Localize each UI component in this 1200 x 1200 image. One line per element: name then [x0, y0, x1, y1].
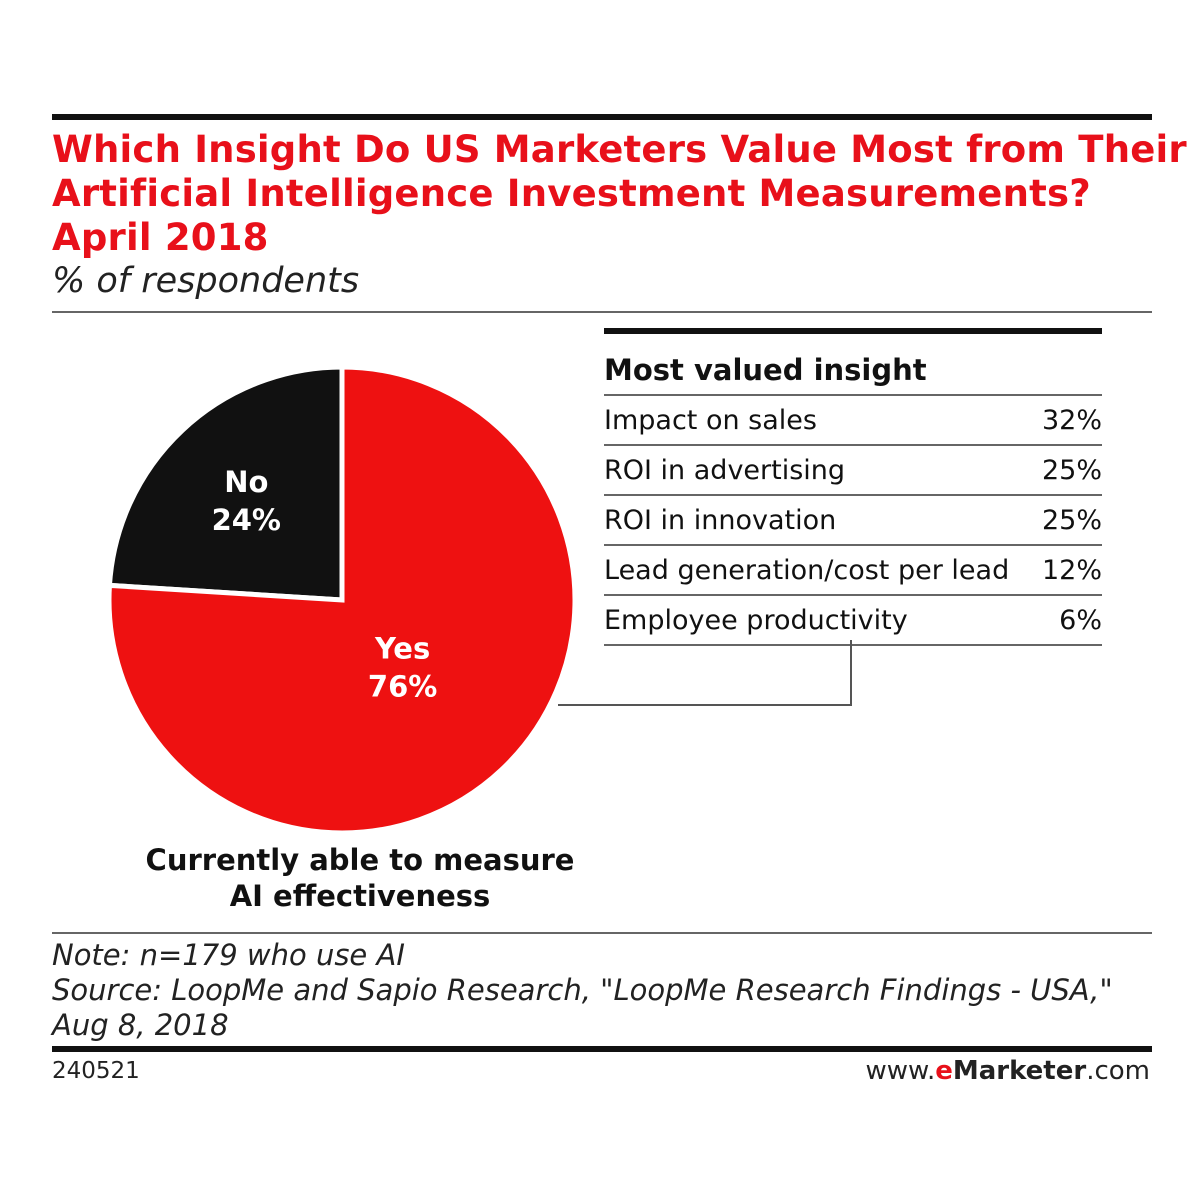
row-label: Employee productivity: [604, 604, 908, 636]
brand-suffix: .com: [1086, 1056, 1150, 1086]
pie-slice-no: [106, 364, 345, 603]
row-label: Lead generation/cost per lead: [604, 554, 1010, 586]
pie-caption-line-1: Currently able to measure: [145, 843, 575, 877]
pie-caption-line-2: AI effectiveness: [229, 879, 491, 913]
emarketer-logo: www.eMarketer.com: [866, 1056, 1150, 1086]
pie-value-no: 24%: [212, 503, 281, 537]
row-label: Impact on sales: [604, 404, 817, 436]
brand-e: e: [935, 1056, 953, 1086]
pie-value-yes: 76%: [368, 670, 437, 704]
pie-label-no: No: [224, 465, 268, 499]
bottom-rule: [52, 1046, 1152, 1052]
pie-label-yes: Yes: [374, 632, 430, 666]
row-value: 25%: [1041, 504, 1102, 536]
table-title: Most valued insight: [604, 353, 927, 387]
table-top-rule: [604, 328, 1102, 334]
row-value: 6%: [1059, 604, 1102, 636]
title-line-1: Which Insight Do US Marketers Value Most…: [52, 128, 1187, 171]
connector-line-horizontal: [558, 704, 852, 706]
pie-chart: No 24% Yes 76%: [106, 364, 578, 836]
row-value: 12%: [1041, 554, 1102, 586]
note-line-1: Note: n=179 who use AI: [52, 938, 405, 972]
table-row: ROI in innovation 25%: [604, 496, 1102, 546]
table-row: Lead generation/cost per lead 12%: [604, 546, 1102, 596]
table-row: ROI in advertising 25%: [604, 446, 1102, 496]
pie-slice-yes: [106, 364, 578, 836]
subtitle-rule: [52, 311, 1152, 313]
note-line-2: Source: LoopMe and Sapio Research, "Loop…: [52, 973, 1113, 1007]
connector-line-vertical: [850, 640, 852, 706]
pie-caption: Currently able to measure AI effectivene…: [100, 842, 620, 914]
note-line-3: Aug 8, 2018: [52, 1008, 229, 1042]
chart-id: 240521: [52, 1058, 140, 1084]
top-rule: [52, 114, 1152, 120]
chart-subtitle: % of respondents: [52, 261, 360, 301]
table-row: Employee productivity 6%: [604, 596, 1102, 646]
chart-title: Which Insight Do US Marketers Value Most…: [52, 128, 1187, 260]
title-line-2: Artificial Intelligence Investment Measu…: [52, 172, 1091, 215]
note-rule: [52, 932, 1152, 934]
row-label: ROI in advertising: [604, 454, 846, 486]
table-row: Impact on sales 32%: [604, 396, 1102, 446]
source-note: Note: n=179 who use AI Source: LoopMe an…: [52, 938, 1113, 1043]
brand-name: Marketer: [952, 1056, 1087, 1086]
title-line-3: April 2018: [52, 216, 269, 259]
insight-table: Most valued insight Impact on sales 32% …: [604, 328, 1102, 646]
row-label: ROI in innovation: [604, 504, 837, 536]
row-value: 25%: [1041, 454, 1102, 486]
row-value: 32%: [1041, 404, 1102, 436]
brand-prefix: www.: [865, 1056, 936, 1086]
table-header-rule: [604, 394, 1102, 396]
